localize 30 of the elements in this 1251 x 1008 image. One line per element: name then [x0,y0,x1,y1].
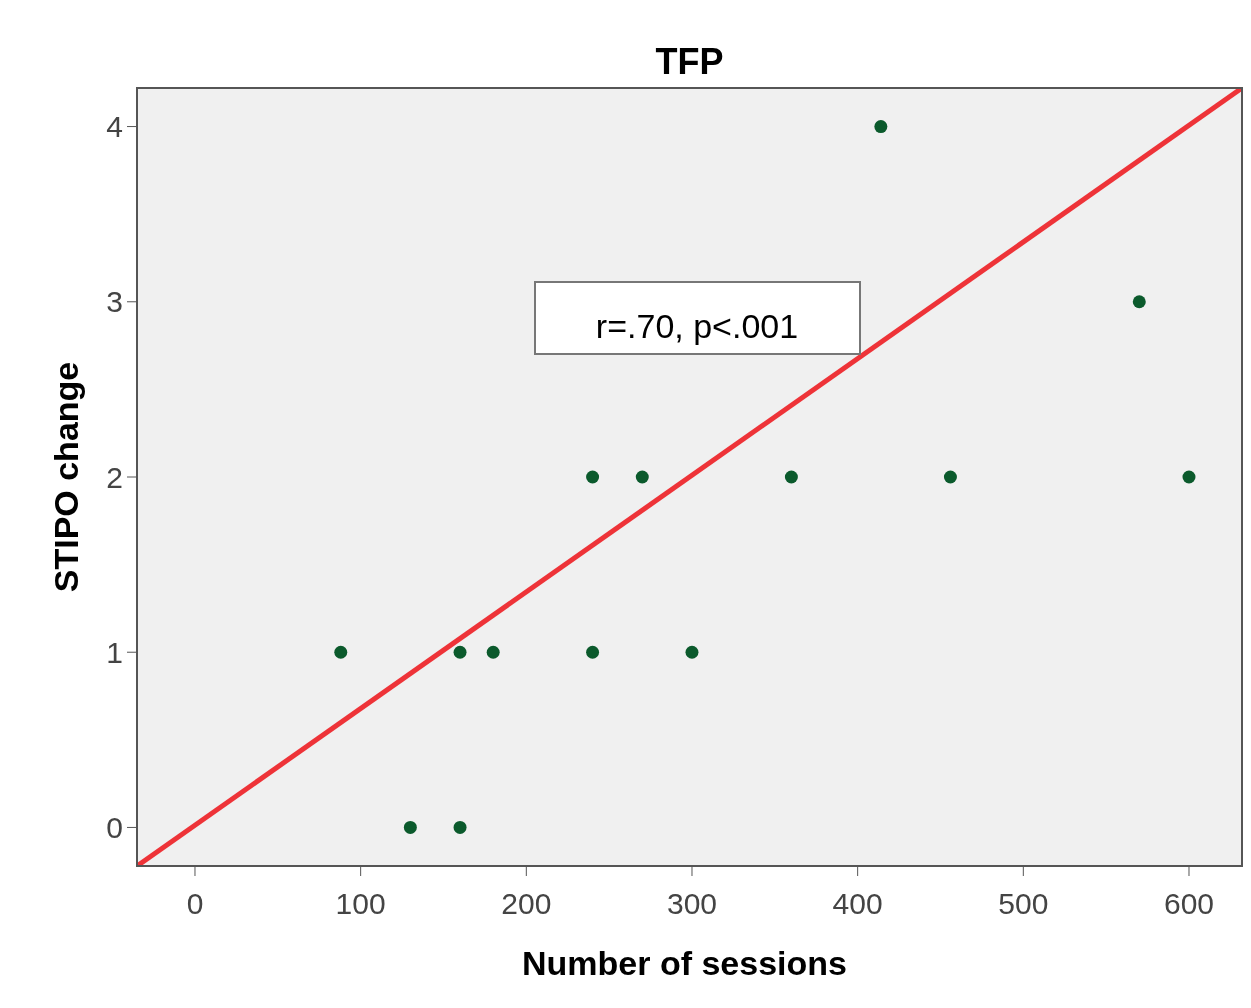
point [586,645,600,659]
point [784,470,798,484]
y-tick-label: 1 [106,635,123,669]
point [486,645,500,659]
x-tick-label: 200 [501,887,552,920]
y-tick-label: 2 [106,460,123,494]
y-tick-label: 3 [106,285,123,319]
point [874,120,888,134]
x-axis-title: Number of sessions [522,944,847,982]
y-tick-label: 0 [106,810,123,844]
point [635,470,649,484]
point [453,820,467,834]
x-tick-label: 100 [335,887,386,920]
point [586,470,600,484]
point [685,645,699,659]
point [334,645,348,659]
x-tick-label: 500 [998,887,1049,920]
annotation: r=.70, p<.001 [595,306,799,345]
x-tick-label: 400 [832,887,883,920]
y-tick-label: 4 [106,110,123,144]
point [943,470,957,484]
x-tick-label: 600 [1163,887,1215,920]
x-tick-label: 0 [186,887,204,920]
point [1132,295,1146,309]
y-axis-title: STIPO change [47,361,85,593]
point [1182,470,1196,484]
chart-title: TFP [655,41,724,82]
point [453,645,467,659]
x-tick-label: 300 [666,887,718,920]
point [403,820,417,834]
